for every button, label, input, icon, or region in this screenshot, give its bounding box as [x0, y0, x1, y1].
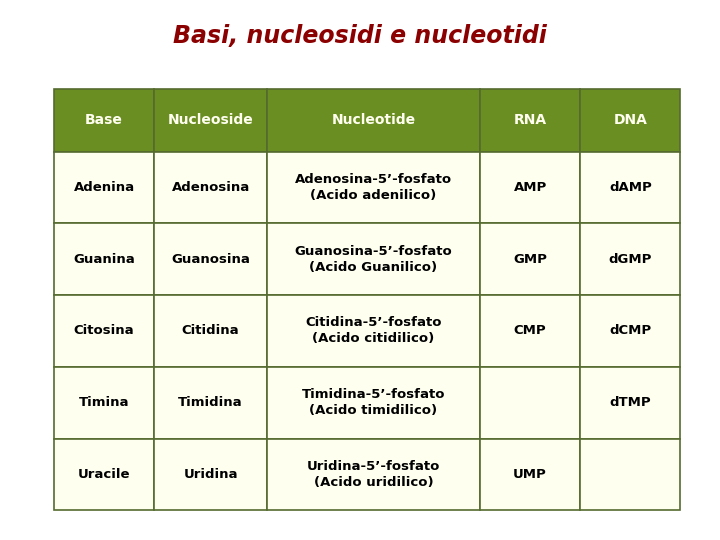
Text: dAMP: dAMP — [609, 181, 652, 194]
Text: Nucleotide: Nucleotide — [331, 113, 415, 127]
Bar — [580, 89, 680, 152]
Bar — [267, 89, 480, 152]
Text: RNA: RNA — [513, 113, 546, 127]
Bar — [267, 438, 480, 510]
Bar — [480, 438, 580, 510]
Text: Guanina: Guanina — [73, 253, 135, 266]
Bar — [480, 152, 580, 223]
Bar — [54, 367, 154, 438]
Bar — [154, 367, 267, 438]
Text: Uridina-5’-fosfato
(Acido uridilico): Uridina-5’-fosfato (Acido uridilico) — [307, 460, 440, 489]
Text: Adenosina: Adenosina — [171, 181, 250, 194]
Bar — [480, 367, 580, 438]
Text: Timidina-5’-fosfato
(Acido timidilico): Timidina-5’-fosfato (Acido timidilico) — [302, 388, 445, 417]
Text: dCMP: dCMP — [609, 325, 652, 338]
Text: dGMP: dGMP — [608, 253, 652, 266]
Text: Basi, nucleosidi e nucleotidi: Basi, nucleosidi e nucleotidi — [173, 24, 547, 48]
Bar — [267, 295, 480, 367]
Text: Nucleoside: Nucleoside — [168, 113, 253, 127]
Bar — [54, 89, 154, 152]
Text: Timina: Timina — [79, 396, 130, 409]
Text: Adenosina-5’-fosfato
(Acido adenilico): Adenosina-5’-fosfato (Acido adenilico) — [295, 173, 452, 202]
Text: Guanosina-5’-fosfato
(Acido Guanilico): Guanosina-5’-fosfato (Acido Guanilico) — [294, 245, 452, 274]
Bar — [580, 438, 680, 510]
Text: Citosina: Citosina — [73, 325, 135, 338]
Bar — [580, 152, 680, 223]
Text: GMP: GMP — [513, 253, 547, 266]
Bar — [54, 438, 154, 510]
Text: Uridina: Uridina — [184, 468, 238, 481]
Text: Adenina: Adenina — [73, 181, 135, 194]
Bar — [154, 223, 267, 295]
Text: Citidina-5’-fosfato
(Acido citidilico): Citidina-5’-fosfato (Acido citidilico) — [305, 316, 441, 346]
Bar — [54, 152, 154, 223]
Text: CMP: CMP — [514, 325, 546, 338]
Bar — [267, 152, 480, 223]
Text: DNA: DNA — [613, 113, 647, 127]
Text: Guanosina: Guanosina — [171, 253, 250, 266]
Text: AMP: AMP — [513, 181, 546, 194]
Bar — [580, 295, 680, 367]
Bar — [480, 89, 580, 152]
Bar — [580, 367, 680, 438]
Bar — [54, 223, 154, 295]
Bar — [267, 367, 480, 438]
Text: Timidina: Timidina — [179, 396, 243, 409]
Bar — [480, 223, 580, 295]
Bar — [480, 295, 580, 367]
Text: UMP: UMP — [513, 468, 547, 481]
Text: Base: Base — [85, 113, 123, 127]
Bar — [154, 152, 267, 223]
Text: Uracile: Uracile — [78, 468, 130, 481]
Text: dTMP: dTMP — [609, 396, 651, 409]
Bar — [154, 438, 267, 510]
Bar — [267, 223, 480, 295]
Bar — [154, 295, 267, 367]
Text: Citidina: Citidina — [181, 325, 240, 338]
Bar — [54, 295, 154, 367]
Bar — [154, 89, 267, 152]
Bar — [580, 223, 680, 295]
